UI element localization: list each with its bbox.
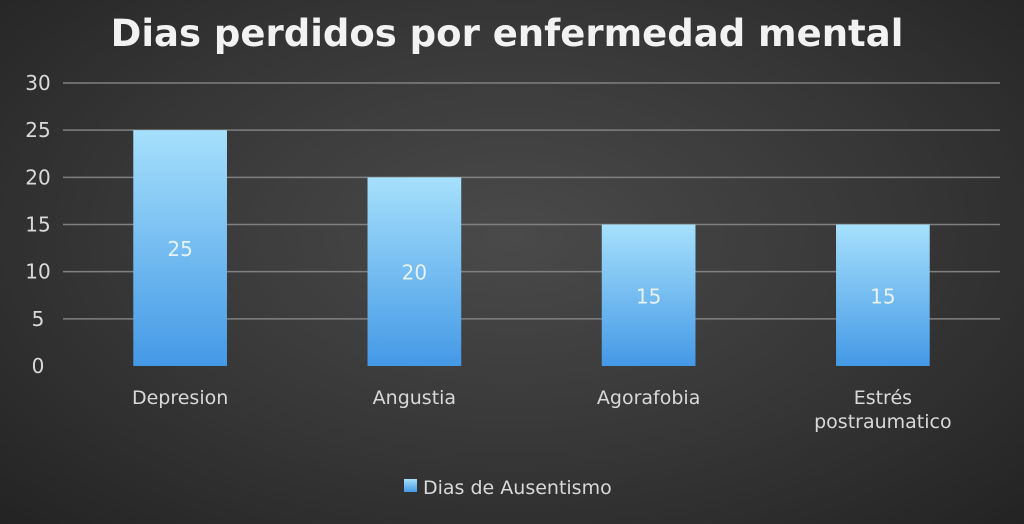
y-tick-label: 5 — [32, 307, 45, 331]
data-label: 25 — [167, 237, 192, 261]
x-tick-label: Angustia — [373, 387, 456, 409]
data-label: 15 — [870, 284, 895, 308]
x-tick-label: Estrés postraumatico — [814, 387, 951, 433]
y-tick-label: 0 — [32, 354, 45, 378]
y-tick-label: 25 — [25, 118, 50, 142]
x-tick-label: Agorafobia — [597, 387, 700, 409]
bar — [601, 224, 696, 366]
data-label: 20 — [402, 261, 427, 285]
y-tick-label: 20 — [25, 165, 50, 189]
y-tick-label: 15 — [25, 213, 50, 237]
y-tick-label: 10 — [25, 260, 50, 284]
chart-title: Dias perdidos por enfermedad mental — [111, 12, 904, 55]
data-label: 15 — [636, 284, 661, 308]
bar — [836, 224, 930, 366]
bar — [367, 177, 462, 366]
legend-label: Dias de Ausentismo — [423, 477, 612, 499]
y-tick-label: 30 — [25, 71, 50, 95]
x-tick-label: Depresion — [132, 387, 228, 409]
bar — [133, 130, 227, 366]
legend: Dias de Ausentismo — [404, 477, 612, 499]
legend-swatch — [404, 479, 417, 492]
